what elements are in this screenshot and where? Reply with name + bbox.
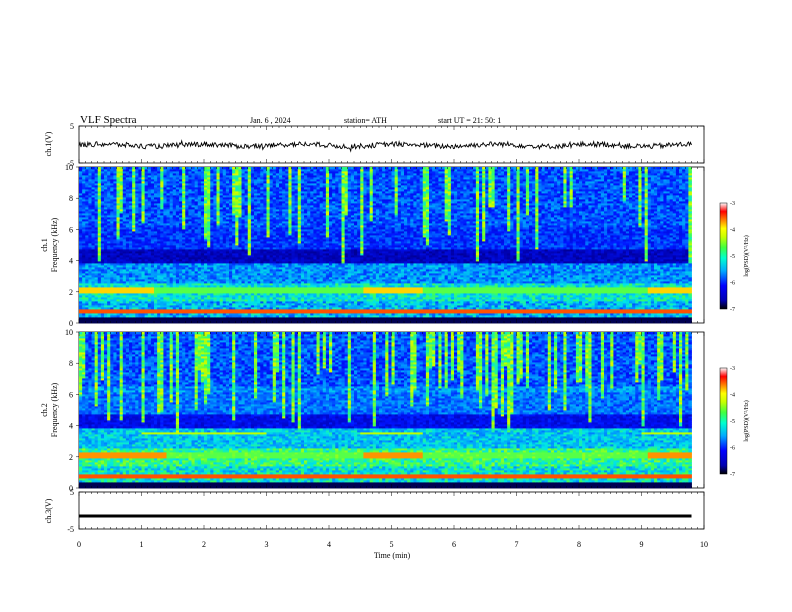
- ch1-spectrogram: [79, 167, 692, 323]
- ch3-voltage-frame: [79, 492, 704, 529]
- date-label: Jan. 6 , 2024: [250, 116, 291, 125]
- start-time-label: start UT = 21: 50: 1: [438, 116, 501, 125]
- figure-title: VLF Spectra: [80, 114, 137, 126]
- vlf-spectra-figure: VLF Spectra Jan. 6 , 2024 station= ATH s…: [0, 0, 792, 612]
- station-label: station= ATH: [344, 116, 387, 125]
